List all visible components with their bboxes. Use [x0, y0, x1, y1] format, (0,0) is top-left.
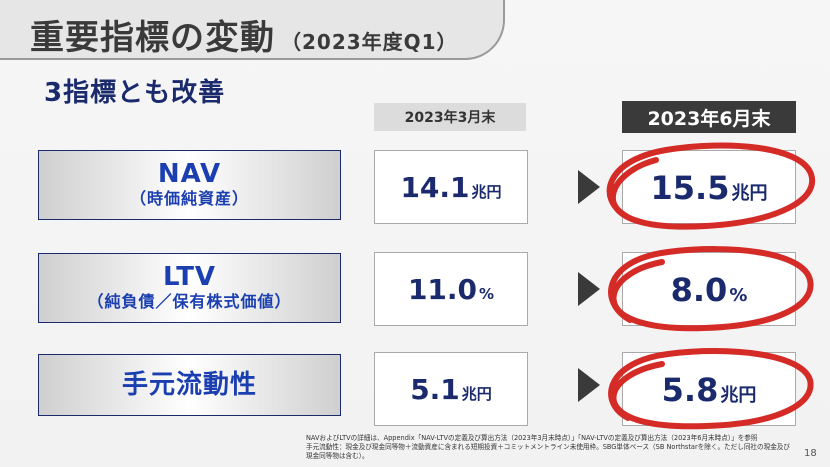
column-header-now: 2023年6月末 — [622, 101, 796, 133]
value-unit: 兆円 — [461, 385, 492, 403]
title-period: （2023年度Q1） — [281, 30, 458, 54]
row-label-sub: （純負債／保有株式価値） — [87, 291, 292, 311]
value-unit: 兆円 — [471, 183, 502, 201]
page-number: 18 — [804, 448, 817, 459]
value-prev-ltv: 11.0% — [374, 252, 528, 326]
row-label-nav: NAV （時価純資産） — [38, 150, 341, 220]
arrow-right-icon — [578, 272, 600, 306]
row-label-liquidity: 手元流動性 — [38, 354, 341, 416]
page-title: 重要指標の変動 （2023年度Q1） — [30, 10, 458, 59]
row-label-main: NAV — [157, 159, 222, 190]
value-number: 15.5 — [650, 169, 730, 207]
value-now-ltv: 8.0% — [622, 252, 796, 326]
row-label-main: 手元流動性 — [121, 369, 257, 400]
row-label-sub: （時価純資産） — [129, 188, 249, 208]
column-header-prev: 2023年3月末 — [374, 103, 526, 131]
arrow-right-icon — [578, 368, 600, 402]
value-prev-nav: 14.1 兆円 — [374, 150, 528, 224]
value-number: 5.1 — [410, 373, 460, 406]
footnote-line-2: 手元流動性：現金及び現金同等物＋流動資産に含まれる短期投資＋コミットメントライン… — [306, 443, 790, 461]
value-unit: 兆円 — [720, 385, 757, 406]
value-number: 11.0 — [407, 273, 478, 306]
value-number: 14.1 — [400, 171, 470, 204]
value-number: 8.0 — [670, 271, 728, 309]
value-now-nav: 15.5 兆円 — [622, 150, 796, 224]
footnote: NAVおよびLTVの詳細は、Appendix「NAV-LTVの定義及び算出方法（… — [306, 434, 796, 462]
row-label-main: LTV — [162, 262, 217, 293]
title-main: 重要指標の変動 — [30, 18, 275, 58]
value-prev-liquidity: 5.1 兆円 — [374, 352, 528, 426]
value-unit: % — [479, 285, 495, 303]
value-unit: % — [729, 285, 748, 306]
value-unit: 兆円 — [731, 183, 768, 204]
value-now-liquidity: 5.8 兆円 — [622, 352, 796, 426]
value-number: 5.8 — [661, 371, 719, 409]
section-subtitle: 3指標とも改善 — [44, 78, 226, 108]
title-tab — [0, 0, 505, 60]
arrow-right-icon — [578, 170, 600, 204]
row-label-ltv: LTV （純負債／保有株式価値） — [38, 253, 341, 323]
footnote-line-1: NAVおよびLTVの詳細は、Appendix「NAV-LTVの定義及び算出方法（… — [306, 434, 758, 442]
